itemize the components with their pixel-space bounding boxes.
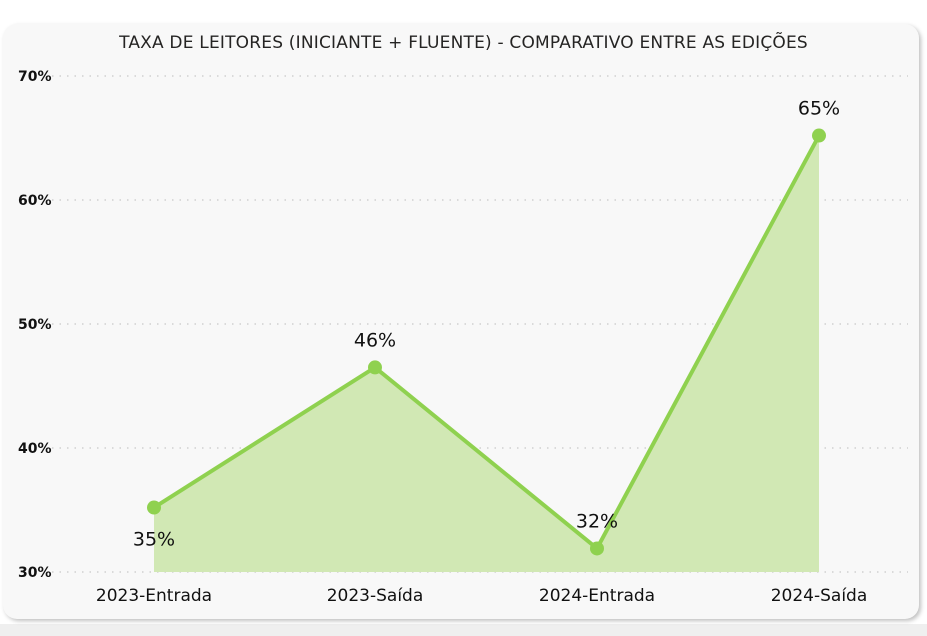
data-label: 65% [798,98,840,120]
data-point [368,360,382,375]
data-point [590,541,604,556]
data-point [812,128,826,143]
y-tick-label: 30% [18,565,52,581]
data-label: 32% [576,510,618,532]
page-bottom-strip [0,624,927,636]
chart-title: TAXA DE LEITORES (INICIANTE + FLUENTE) -… [119,33,808,53]
series-line [152,134,821,551]
area-fill [154,135,819,572]
data-label: 35% [133,529,175,551]
data-point [147,500,161,515]
data-label: 46% [354,329,396,351]
y-tick-label: 60% [18,193,52,209]
y-tick-label: 70% [18,69,52,85]
y-tick-label: 50% [18,317,52,333]
x-tick-label: 2024-Entrada [539,586,655,606]
x-tick-label: 2024-Saída [771,586,868,606]
x-tick-label: 2023-Entrada [96,586,212,606]
y-tick-label: 40% [18,441,52,457]
x-tick-label: 2023-Saída [327,586,424,606]
